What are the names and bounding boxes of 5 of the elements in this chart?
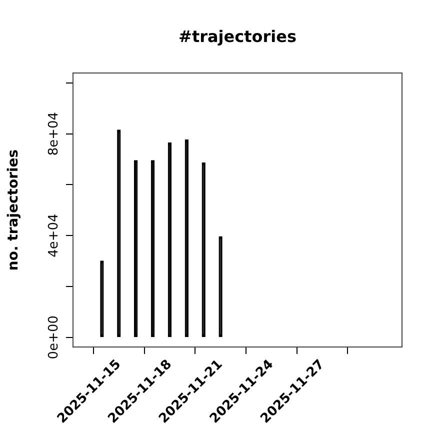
chart-title: #trajectories [178, 27, 296, 46]
y-axis-title: no. trajectories [6, 149, 22, 271]
y-tick-label: 4e+04 [46, 214, 62, 258]
y-tick-label: 8e+04 [46, 112, 62, 156]
y-tick-label: 0e+00 [46, 315, 62, 360]
